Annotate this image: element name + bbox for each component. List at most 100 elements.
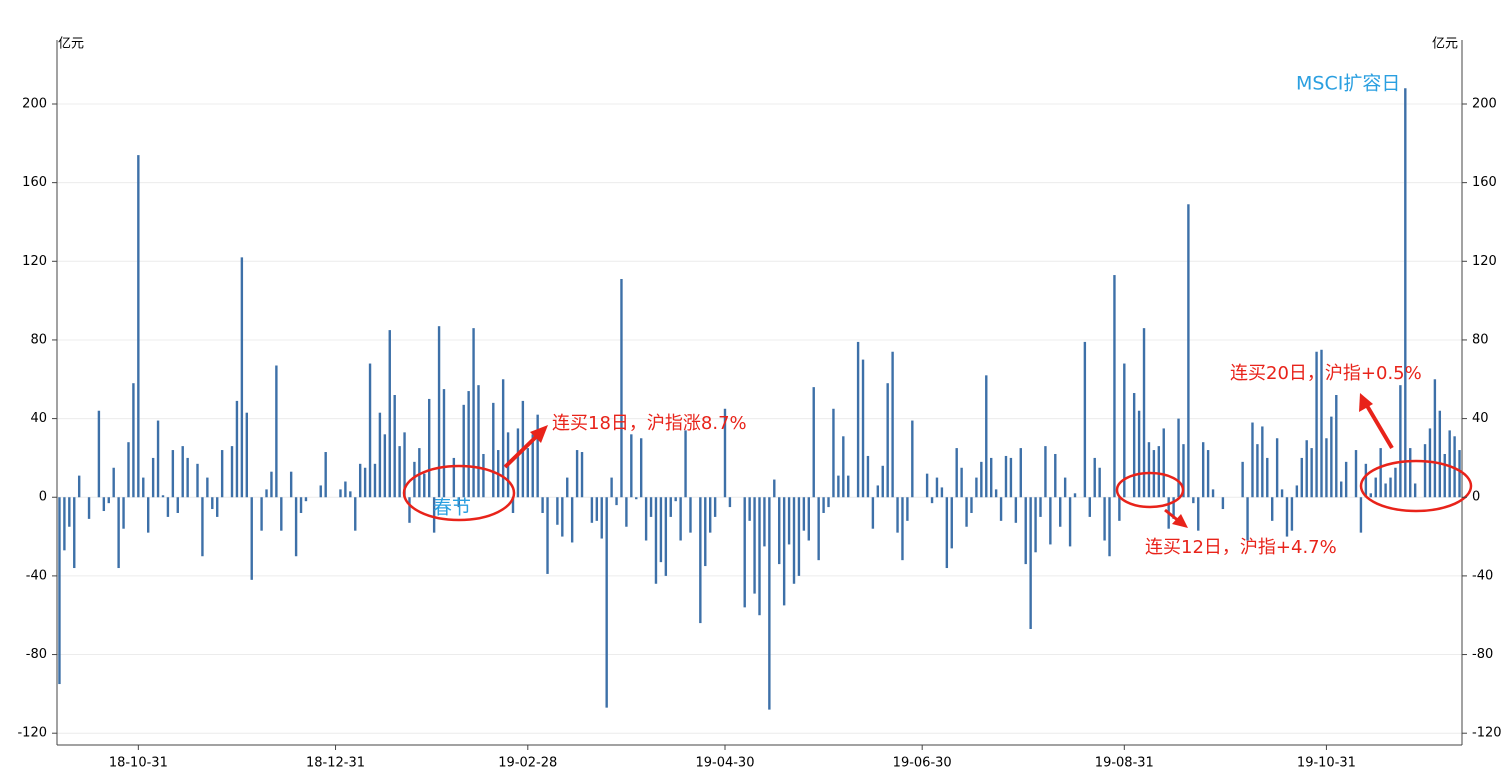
bar bbox=[990, 457, 993, 498]
bar bbox=[1177, 418, 1180, 498]
bar bbox=[1059, 497, 1062, 527]
bar bbox=[432, 497, 436, 533]
bar bbox=[807, 497, 810, 541]
bar bbox=[630, 434, 633, 498]
bar bbox=[728, 497, 732, 508]
bar bbox=[1088, 497, 1091, 517]
y-tick-label: 200 bbox=[22, 96, 47, 111]
y-tick-label: 160 bbox=[1472, 175, 1497, 190]
bar bbox=[659, 497, 663, 563]
y-tick-label: 120 bbox=[1472, 254, 1497, 269]
bar bbox=[137, 155, 140, 498]
bar bbox=[1290, 497, 1294, 531]
y-tick-label: -80 bbox=[1472, 647, 1493, 662]
bar bbox=[408, 497, 411, 523]
bar bbox=[1443, 453, 1446, 498]
bar bbox=[713, 497, 717, 517]
bar bbox=[1162, 428, 1165, 498]
bar bbox=[994, 489, 998, 498]
bar bbox=[147, 497, 150, 533]
bar bbox=[792, 497, 796, 584]
bar bbox=[107, 497, 110, 504]
bar bbox=[575, 450, 579, 498]
arrow-head bbox=[1359, 393, 1373, 412]
bar bbox=[827, 497, 830, 508]
bar bbox=[1197, 497, 1200, 531]
bar bbox=[73, 497, 76, 569]
bar bbox=[1325, 438, 1328, 498]
bar bbox=[472, 328, 475, 498]
bar bbox=[206, 477, 209, 498]
bar bbox=[58, 497, 61, 685]
bar bbox=[482, 453, 485, 498]
plot bbox=[57, 88, 1462, 734]
bar bbox=[423, 473, 426, 498]
bar bbox=[1192, 497, 1195, 504]
bar bbox=[561, 497, 564, 537]
bar bbox=[654, 497, 658, 584]
bar bbox=[980, 461, 983, 498]
bar bbox=[891, 351, 894, 498]
bar bbox=[1280, 489, 1284, 498]
bar bbox=[871, 497, 875, 529]
bar bbox=[950, 497, 953, 549]
bar bbox=[1221, 497, 1225, 510]
bar bbox=[216, 497, 219, 517]
bar bbox=[1359, 497, 1363, 533]
y-tick-label: 40 bbox=[1472, 411, 1489, 426]
bar bbox=[945, 497, 949, 569]
bar bbox=[778, 497, 781, 565]
bar bbox=[930, 497, 934, 504]
bar bbox=[960, 467, 963, 498]
bar bbox=[546, 497, 549, 574]
bar bbox=[817, 497, 820, 561]
bar bbox=[1009, 457, 1013, 498]
bar bbox=[1103, 497, 1106, 541]
bar bbox=[299, 497, 303, 513]
bar bbox=[1438, 410, 1442, 498]
bar bbox=[901, 497, 904, 561]
bar bbox=[1118, 497, 1121, 521]
highlight-ellipse bbox=[402, 464, 516, 522]
bar bbox=[782, 497, 786, 606]
bar bbox=[87, 497, 91, 519]
bar bbox=[763, 497, 766, 547]
bar bbox=[403, 432, 406, 498]
bar bbox=[339, 489, 342, 498]
bar bbox=[1093, 457, 1096, 498]
bar bbox=[610, 477, 613, 498]
bar bbox=[1433, 379, 1437, 498]
y-tick-label: 200 bbox=[1472, 96, 1497, 111]
bar bbox=[260, 497, 263, 531]
bar bbox=[1147, 442, 1151, 498]
bar bbox=[349, 491, 352, 498]
bar bbox=[467, 391, 470, 498]
highlight-ellipse bbox=[1115, 471, 1185, 509]
bar bbox=[77, 475, 81, 498]
bar bbox=[393, 395, 396, 498]
bar bbox=[457, 497, 460, 508]
bar bbox=[289, 471, 293, 498]
bar bbox=[1024, 497, 1027, 565]
bar bbox=[166, 497, 170, 517]
y-tick-label: 80 bbox=[30, 332, 47, 347]
bar bbox=[437, 326, 441, 498]
bar bbox=[1285, 497, 1289, 537]
bar bbox=[1374, 477, 1377, 498]
bar bbox=[1034, 497, 1037, 553]
bar bbox=[383, 434, 387, 498]
bar bbox=[590, 497, 594, 523]
bar bbox=[1182, 444, 1185, 498]
bar bbox=[1172, 497, 1175, 519]
bar bbox=[97, 410, 101, 498]
bar bbox=[1256, 444, 1259, 498]
bar bbox=[1098, 467, 1101, 498]
bar bbox=[970, 497, 973, 513]
bar bbox=[1330, 416, 1333, 498]
bar bbox=[1394, 467, 1397, 498]
y-tick-label: -120 bbox=[1472, 726, 1502, 741]
bar bbox=[975, 477, 978, 498]
bar bbox=[1251, 422, 1254, 498]
y-tick-label: -80 bbox=[26, 647, 47, 662]
bar bbox=[511, 497, 515, 513]
